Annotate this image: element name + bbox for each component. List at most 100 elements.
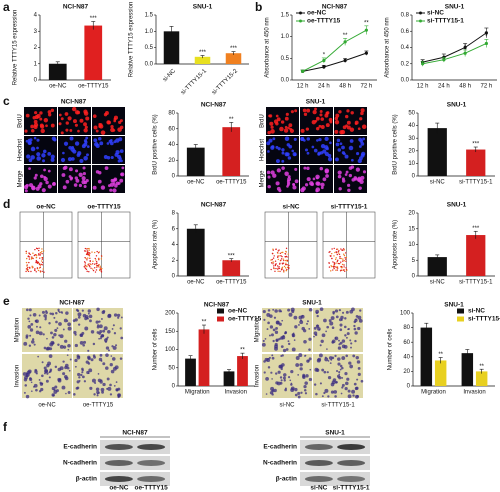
event	[331, 265, 333, 268]
event	[333, 247, 335, 250]
cell	[25, 139, 29, 143]
event	[94, 257, 96, 260]
cell	[87, 362, 91, 365]
cell	[349, 139, 354, 143]
event	[40, 260, 43, 262]
column-label: oe-NC	[38, 403, 56, 409]
cell	[338, 187, 342, 191]
point	[343, 58, 347, 63]
cell	[339, 341, 343, 345]
cell	[58, 322, 62, 326]
event	[341, 249, 343, 251]
cell	[275, 381, 279, 385]
cell	[62, 185, 67, 190]
cell	[276, 186, 281, 191]
event	[333, 263, 336, 265]
significance: **	[479, 364, 484, 370]
x-tick-label: 12 h	[297, 84, 309, 90]
cell	[85, 153, 89, 157]
cell	[90, 358, 94, 362]
band	[337, 444, 366, 450]
cell	[270, 145, 275, 150]
cell	[50, 331, 53, 335]
cell	[25, 113, 30, 118]
cell	[102, 382, 106, 387]
event	[274, 264, 277, 267]
event	[93, 267, 96, 269]
event	[35, 254, 38, 257]
cell	[48, 376, 51, 379]
event	[287, 253, 289, 255]
event	[278, 266, 280, 268]
event	[95, 260, 98, 263]
cell	[92, 354, 96, 357]
legend-swatch	[299, 11, 302, 15]
cell	[84, 140, 88, 144]
cell	[40, 174, 44, 179]
bar	[185, 358, 196, 386]
blot	[100, 472, 170, 486]
cell	[85, 136, 89, 140]
event	[26, 257, 28, 260]
event	[89, 260, 91, 263]
y-axis-label: Relative TTTY15 expression	[13, 10, 19, 86]
cell	[70, 157, 75, 161]
event	[90, 263, 92, 266]
cell	[266, 141, 271, 146]
cell	[338, 370, 341, 374]
event	[334, 258, 337, 261]
point	[484, 41, 488, 46]
cell	[55, 312, 58, 315]
cell	[337, 174, 342, 179]
event	[335, 266, 337, 268]
cell	[279, 126, 284, 132]
cell	[277, 147, 281, 151]
cell	[104, 166, 109, 171]
event	[287, 259, 289, 262]
transwell-title: NCI-N87	[59, 300, 85, 307]
event	[336, 251, 338, 254]
event	[270, 262, 273, 264]
chart-title: SNU-1	[193, 4, 213, 11]
cell	[273, 316, 277, 319]
cell	[301, 326, 306, 331]
cell	[100, 334, 105, 338]
cell	[53, 332, 57, 337]
event	[280, 259, 282, 261]
event	[344, 252, 347, 254]
significance: **	[229, 117, 234, 123]
cell	[302, 108, 307, 113]
cell	[325, 174, 329, 178]
cell	[287, 126, 290, 130]
event	[25, 270, 27, 273]
event	[271, 252, 274, 255]
cell	[45, 347, 49, 351]
cell	[54, 385, 58, 389]
cell	[93, 393, 96, 396]
event	[342, 260, 344, 262]
cell	[330, 316, 335, 320]
cell	[317, 327, 321, 331]
cell	[34, 370, 38, 374]
bar	[420, 327, 433, 386]
cell	[356, 360, 361, 364]
event	[27, 255, 30, 257]
cell	[73, 330, 77, 335]
x-tick-label: Migration	[185, 390, 210, 396]
cell	[61, 173, 66, 177]
cell	[276, 320, 280, 325]
cell	[76, 386, 80, 390]
cell	[267, 175, 271, 179]
cell	[355, 318, 357, 321]
cell	[83, 185, 87, 189]
event	[285, 251, 288, 253]
cell	[60, 157, 66, 163]
cell	[301, 186, 306, 191]
event	[280, 255, 282, 257]
cell	[330, 390, 335, 394]
cell	[119, 125, 124, 130]
legend-label: oe-NC	[228, 308, 247, 315]
cell	[47, 184, 52, 189]
bar	[186, 147, 205, 176]
bar	[466, 235, 486, 276]
